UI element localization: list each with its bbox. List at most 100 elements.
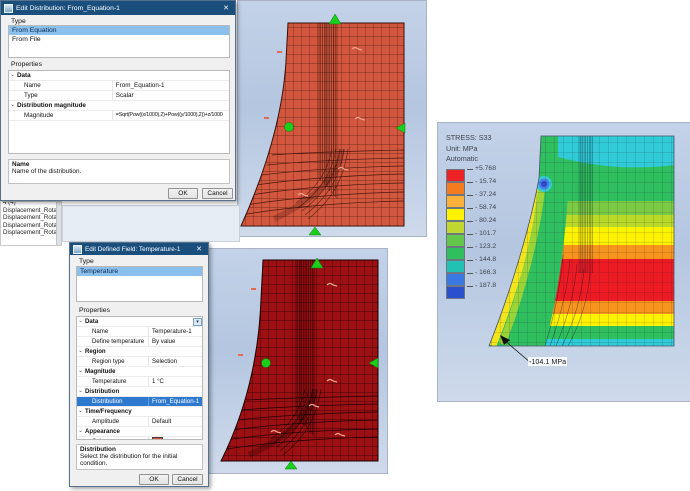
load-arrow-icons [270, 282, 346, 437]
legend-tick-icon [467, 259, 473, 261]
legend-entry: - 37.24 [446, 191, 496, 208]
legend-entry: - 101.7 [446, 230, 496, 247]
dialog-titlebar[interactable]: Edit Distribution: From_Equation-1 ✕ [1, 1, 235, 15]
legend-scale: +5.768 - 15.74 - 37.24 - 58.74 - 80.24 -… [446, 165, 497, 299]
bc-circle-icon [261, 358, 271, 368]
type-value[interactable]: Scalar [115, 92, 134, 99]
collapse-icon[interactable]: ⌄ [10, 102, 15, 108]
color-value[interactable]: Tomato [149, 437, 202, 439]
mesh-model [220, 257, 379, 470]
legend-swatch [446, 168, 465, 182]
viewport-initial-field[interactable] [237, 0, 427, 237]
viewport-stress-contour[interactable]: STRESS: S33 Unit: MPa Automatic +5.768 -… [437, 122, 690, 402]
legend-entry: - 58.74 [446, 204, 496, 221]
background-panel [62, 205, 240, 242]
collapse-icon[interactable]: ⌄ [78, 318, 83, 324]
legend-tick-icon [467, 233, 473, 235]
bc-triangle-up-icon [310, 257, 324, 269]
bc-triangle-left-icon [395, 122, 406, 134]
amplitude-value[interactable]: Default [152, 418, 172, 425]
fillet-mesh [295, 148, 349, 220]
boundary-condition-list[interactable]: 4 (4) Displacement_Rotation-1 Displaceme… [0, 201, 62, 246]
dialog-title: Edit Defined Field: Temperature-1 [85, 245, 181, 253]
edge-tick-icon [238, 354, 243, 356]
type-group-label: Type [77, 258, 96, 265]
legend-tick-icon [467, 246, 473, 248]
section-row-appearance[interactable]: ⌄ Appearance [77, 427, 202, 437]
combo-arrow-icon[interactable]: ▾ [193, 317, 202, 326]
list-item[interactable]: 4 (4) [3, 201, 16, 206]
properties-label: Properties [9, 61, 44, 68]
collapse-icon[interactable]: ⌄ [78, 348, 83, 354]
legend-entry: +5.768 [446, 165, 496, 182]
name-value[interactable]: From_Equation-1 [115, 82, 165, 89]
help-title: Name [12, 161, 30, 168]
list-item[interactable]: Displacement_Rotation-4 [3, 229, 61, 236]
section-row-time-frequency[interactable]: ⌄ Time/Frequency [77, 407, 202, 417]
legend-value: - 80.24 [475, 216, 497, 224]
help-text: Select the distribution for the initial … [80, 453, 178, 467]
list-item[interactable]: Displacement_Rotation-2 [3, 214, 61, 221]
collapse-icon[interactable]: ⌄ [10, 72, 15, 78]
legend-entry: - 187.8 [446, 282, 496, 299]
legend-tick-icon [467, 168, 473, 170]
legend-entry: - 80.24 [446, 217, 496, 234]
region-type-value[interactable]: Selection [152, 358, 178, 365]
dialog-titlebar[interactable]: Edit Defined Field: Temperature-1 ✕ [70, 243, 208, 255]
ok-button[interactable]: OK [168, 188, 198, 199]
legend-value: - 166.3 [475, 268, 497, 276]
legend-value: - 101.7 [475, 229, 497, 237]
help-box: Distribution Select the distribution for… [76, 444, 203, 470]
collapse-icon[interactable]: ⌄ [78, 368, 83, 374]
legend-tick-icon [467, 207, 473, 209]
legend-value: - 187.8 [475, 281, 497, 289]
magnitude-expression[interactable]: =Sqrt(Pow((x/1000),2)+Pow((y/1000),2))+z… [115, 112, 223, 118]
bc-triangle-up-icon [284, 460, 298, 470]
legend-tick-icon [467, 220, 473, 222]
legend-swatch [446, 259, 465, 273]
boundary-marker-icons [284, 13, 406, 236]
section-row-data[interactable]: ⌄ Data [77, 317, 202, 327]
dialog-icon [73, 244, 82, 254]
mesh-model [240, 13, 406, 236]
legend-tick-icon [467, 285, 473, 287]
legend-title: STRESS: S33 [446, 133, 492, 142]
close-button[interactable]: ✕ [223, 5, 229, 12]
define-temperature-value[interactable]: By value [152, 338, 176, 345]
viewport-temperature-field[interactable] [204, 248, 388, 474]
collapse-icon[interactable]: ⌄ [78, 428, 83, 434]
properties-table: ⌄ Data Name From_Equation-1 Type Scalar ⌄ Di… [8, 70, 230, 154]
cancel-button[interactable]: Cancel [202, 188, 233, 199]
name-value[interactable]: Temperature-1 [152, 328, 192, 335]
legend-unit: Unit: MPa [446, 143, 478, 153]
edge-tick-icon [251, 288, 256, 290]
legend-entry: - 123.2 [446, 243, 496, 260]
section-row-region[interactable]: ⌄ Region [77, 347, 202, 357]
property-row-define-temperature: Define temperature By value [77, 337, 202, 347]
dialog-title: Edit Distribution: From_Equation-1 [16, 4, 120, 12]
section-row-distribution[interactable]: ⌄ Distribution [77, 387, 202, 397]
edge-tick-icon [277, 51, 282, 53]
ok-button[interactable]: OK [139, 474, 169, 485]
collapse-icon[interactable]: ⌄ [78, 388, 83, 394]
section-row-magnitude[interactable]: ⌄ Magnitude [77, 367, 202, 377]
type-option-from-equation[interactable]: From Equation [9, 26, 229, 35]
distribution-combobox[interactable]: From_Equation-1 [152, 398, 200, 405]
collapse-icon[interactable]: ⌄ [78, 408, 83, 414]
temperature-value[interactable]: 1 °C [152, 378, 164, 385]
type-listbox[interactable]: From Equation From File [8, 25, 230, 58]
section-row-distribution-magnitude[interactable]: ⌄ Distribution magnitude [9, 101, 229, 111]
list-item[interactable]: Displacement_Rotation-1 [3, 206, 61, 214]
type-option-temperature[interactable]: Temperature [77, 267, 202, 276]
close-button[interactable]: ✕ [196, 246, 202, 253]
cancel-button[interactable]: Cancel [172, 474, 203, 485]
scrollbar[interactable] [56, 202, 61, 245]
type-option-from-file[interactable]: From File [12, 36, 41, 43]
legend-entry: - 144.8 [446, 256, 496, 273]
list-item[interactable]: Displacement_Rotation-3 [3, 221, 61, 229]
type-listbox[interactable]: Temperature [76, 266, 203, 302]
legend-swatch [446, 194, 465, 208]
property-row-distribution-selected[interactable]: Distribution From_Equation-1 ▾ [77, 317, 202, 407]
section-row-data[interactable]: ⌄ Data [9, 71, 229, 81]
